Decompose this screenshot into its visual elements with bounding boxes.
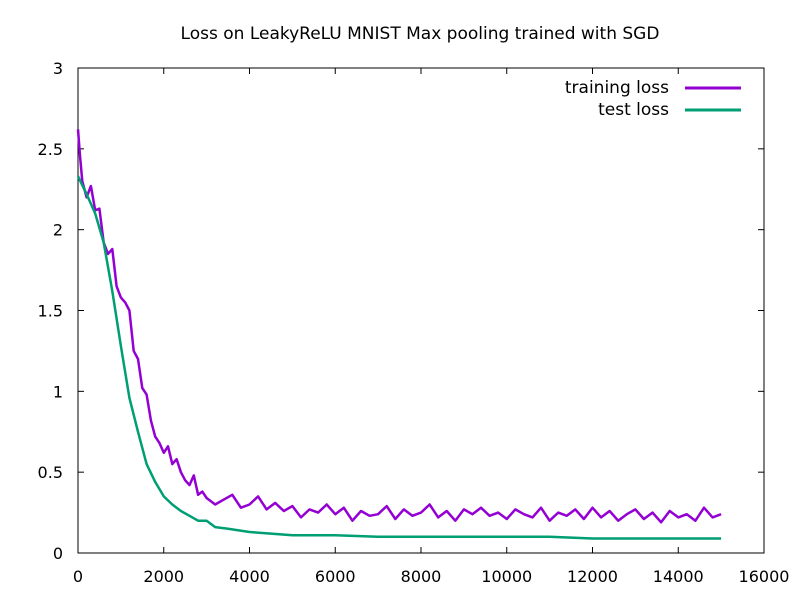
x-tick-label: 2000 (143, 567, 184, 586)
y-tick-label: 0.5 (38, 463, 63, 482)
x-tick-label: 4000 (229, 567, 270, 586)
x-tick-label: 0 (73, 567, 83, 586)
axes: 0 2000 4000 6000 8000 10000 12000 14000 16000 0 0.… (38, 59, 790, 586)
y-tick-label: 0 (53, 544, 63, 563)
y-tick-label: 2 (53, 221, 63, 240)
y-tick-label: 1.5 (38, 302, 63, 321)
series-line-training-loss (76, 129, 722, 524)
legend-label-test-loss: test loss (598, 100, 669, 120)
series-line-test-loss (76, 175, 722, 540)
y-tick-label: 3 (53, 59, 63, 78)
y-tick-label: 2.5 (38, 140, 63, 159)
plot-frame (77, 67, 765, 554)
x-tick-label: 14000 (653, 567, 704, 586)
x-tick-label: 12000 (567, 567, 618, 586)
chart-title: Loss on LeakyReLU MNIST Max pooling trai… (181, 24, 660, 44)
series-layer (76, 129, 722, 540)
x-tick-label: 10000 (481, 567, 532, 586)
x-tick-label: 16000 (739, 567, 790, 586)
x-tick-label: 8000 (401, 567, 442, 586)
y-tick-label: 1 (53, 382, 63, 401)
x-tick-label: 6000 (315, 567, 356, 586)
legend: training loss test loss (565, 78, 741, 120)
legend-label-training-loss: training loss (565, 78, 669, 98)
